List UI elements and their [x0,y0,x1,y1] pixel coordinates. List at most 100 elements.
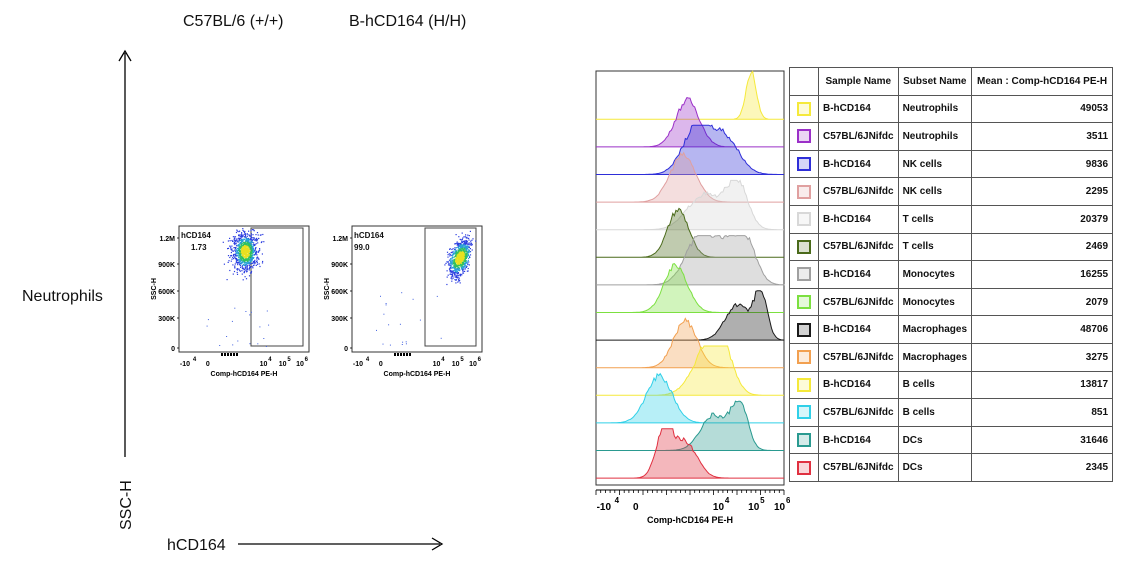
event-dot [239,251,241,254]
event-dot [465,245,467,247]
event-dot [247,252,249,254]
legend-mean-value: 13817 [971,370,1114,400]
event-dot [234,265,236,267]
event-dot [464,247,466,249]
event-dot [254,239,256,241]
event-dot [251,260,253,262]
event-dot [461,274,463,276]
legend-swatch-cell [789,232,819,262]
event-dot [458,247,460,249]
legend-header-sample: Sample Name [818,67,899,96]
event-dot [380,295,381,297]
event-dot [252,248,254,250]
event-dot [468,264,470,266]
legend-subset-name: Macrophages [897,342,973,372]
event-dot [243,272,245,274]
event-dot [245,252,247,254]
dot-plot-x-tick-exponent: 6 [478,357,482,363]
dot-plot-x-axis-rug [224,353,226,356]
event-dot [454,254,457,256]
event-dot [236,255,238,257]
legend-subset-name: Macrophages [897,315,973,344]
event-dot [466,245,468,247]
legend-subset-name: NK cells [897,149,973,179]
event-dot [247,260,249,262]
event-dot [461,250,463,252]
event-dot [246,263,248,266]
event-dot [459,257,461,259]
legend-swatch [797,157,811,172]
event-dot [465,265,467,267]
event-dot [454,263,457,265]
event-dot [455,271,457,273]
event-dot [239,270,241,272]
event-dot [461,250,463,252]
event-dot [242,246,244,248]
event-dot [257,242,259,244]
legend-subset-name: Monocytes [897,260,973,289]
event-dot [243,236,245,238]
event-dot [466,253,468,255]
event-dot [244,267,246,269]
event-dot [236,262,238,264]
event-dot [255,239,257,241]
event-dot [453,252,455,254]
event-dot [465,266,467,268]
event-dot [456,268,458,270]
event-dot [459,251,461,253]
event-dot [241,243,243,245]
event-dot [457,281,459,283]
event-dot [232,250,234,252]
event-dot [238,258,240,260]
event-dot [456,263,458,265]
event-dot [402,341,404,343]
event-dot [462,241,464,243]
event-dot [461,244,463,246]
event-dot [256,237,258,239]
event-dot [463,260,465,262]
legend-swatch [797,129,811,144]
event-dot [242,234,244,236]
event-dot [458,244,461,246]
event-dot [467,253,469,255]
event-dot [245,242,247,244]
event-dot [457,245,459,247]
legend-sample-name: C57BL/6JNifdc [818,287,899,317]
event-dot [460,254,462,256]
event-dot [239,243,241,245]
event-dot [250,248,252,251]
event-dot [253,250,255,252]
event-dot [451,280,453,282]
event-dot [458,279,460,281]
event-dot [250,259,252,261]
event-dot [457,255,459,257]
event-dot [456,271,459,273]
event-dot [467,259,469,262]
event-dot [461,252,463,255]
histogram-series-8 [596,290,785,341]
event-dot [465,254,467,256]
row-label-neutrophils: Neutrophils [22,288,103,305]
event-dot [450,265,452,267]
event-dot [234,263,236,265]
event-dot [230,246,232,248]
event-dot [231,239,233,242]
event-dot [461,255,463,257]
legend-mean-value: 2469 [971,232,1114,262]
event-dot [455,267,457,269]
legend-sample-name: C57BL/6JNifdc [818,122,899,151]
event-dot [462,252,465,254]
event-dot [462,259,464,261]
event-dot [250,244,252,246]
event-dot [459,265,461,267]
event-dot [448,259,451,261]
event-dot [249,248,251,250]
event-dot [454,264,456,266]
event-dot [250,253,252,256]
event-dot [241,250,243,252]
event-dot [454,271,456,274]
event-dot [449,263,451,265]
event-dot [248,246,250,248]
event-dot [249,314,251,316]
event-dot [244,230,246,233]
